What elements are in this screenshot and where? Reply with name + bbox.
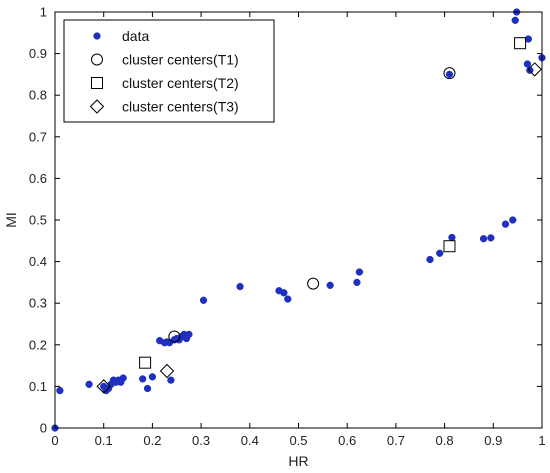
data-point (511, 16, 519, 24)
cluster-center-t2-marker (443, 240, 456, 253)
x-tick-label: 0.8 (436, 433, 454, 448)
data-points (51, 8, 546, 432)
data-point (143, 384, 152, 393)
data-point (185, 330, 193, 339)
x-tick-label: 0.4 (241, 433, 259, 448)
x-axis-label: HR (288, 453, 308, 469)
data-point (236, 282, 244, 291)
data-point (280, 289, 288, 297)
data-point (436, 249, 444, 257)
x-tick-label: 0.1 (95, 433, 113, 448)
x-tick-label: 0.9 (484, 433, 502, 448)
cluster-center-t3-marker (527, 62, 542, 77)
y-tick-label: 0.5 (29, 213, 47, 228)
data-point (199, 296, 208, 304)
data-point (526, 66, 534, 74)
data-point (355, 268, 364, 276)
legend-entry-label: cluster centers(T3) (122, 99, 239, 115)
legend-entry-label: cluster centers(T1) (122, 52, 239, 68)
cluster-center-t2-marker (139, 356, 152, 369)
data-point (448, 233, 456, 242)
y-tick-label: 1 (40, 5, 47, 20)
cluster-center-t3-marker (96, 379, 111, 394)
data-point (284, 295, 292, 303)
data-point (501, 220, 510, 228)
x-tick-label: 0.6 (338, 433, 356, 448)
y-tick-label: 0.1 (29, 379, 47, 394)
y-tick-label: 0.7 (29, 129, 47, 144)
axis-ticks: 0 0.1 0.2 0.3 0.4 0.5 0.6 0.7 0.8 0.9 1 0 0.1 0.2 0.3 0… (29, 5, 546, 449)
data-point (524, 35, 533, 43)
data-point (139, 375, 147, 383)
data-point (426, 255, 434, 264)
legend-marker (91, 53, 103, 66)
data-point (56, 386, 64, 395)
y-tick-label: 0.3 (29, 296, 47, 311)
y-axis-label: MI (3, 212, 19, 228)
cluster-center-t1-marker (307, 277, 320, 290)
data-point (509, 216, 517, 224)
legend-entry-label: cluster centers(T2) (122, 75, 239, 91)
x-tick-label: 0.7 (387, 433, 405, 448)
y-tick-label: 0.4 (29, 254, 47, 269)
data-point (85, 380, 93, 388)
legend-marker (89, 99, 105, 114)
data-point (167, 376, 175, 384)
y-tick-label: 0.6 (29, 171, 47, 186)
x-tick-label: 0.5 (289, 433, 307, 448)
x-tick-label: 0 (51, 433, 58, 448)
x-tick-label: 0.2 (143, 433, 161, 448)
data-point (353, 278, 361, 287)
cluster-center-t1-marker (443, 67, 456, 80)
legend-entry-label: data (122, 28, 149, 44)
y-tick-label: 0.9 (29, 46, 47, 61)
cluster-center-t1-marker (168, 330, 181, 343)
legend: data cluster centers(T1) cluster centers(T… (63, 19, 275, 123)
y-tick-label: 0 (40, 421, 47, 436)
data-point (148, 373, 157, 381)
x-tick-label: 0.3 (192, 433, 210, 448)
legend-marker (91, 77, 103, 89)
y-tick-label: 0.8 (29, 88, 47, 103)
legend-marker (93, 32, 101, 40)
data-point (445, 70, 454, 79)
x-tick-label: 1 (538, 433, 545, 448)
data-point (523, 60, 532, 68)
data-point (326, 281, 334, 289)
cluster-center-t3-marker (159, 363, 175, 379)
cluster-center-t2-marker (514, 37, 527, 50)
data-point (119, 374, 127, 382)
plot-frame (54, 11, 543, 429)
data-point (479, 235, 488, 243)
data-point (487, 234, 495, 242)
y-tick-label: 0.2 (29, 337, 47, 352)
